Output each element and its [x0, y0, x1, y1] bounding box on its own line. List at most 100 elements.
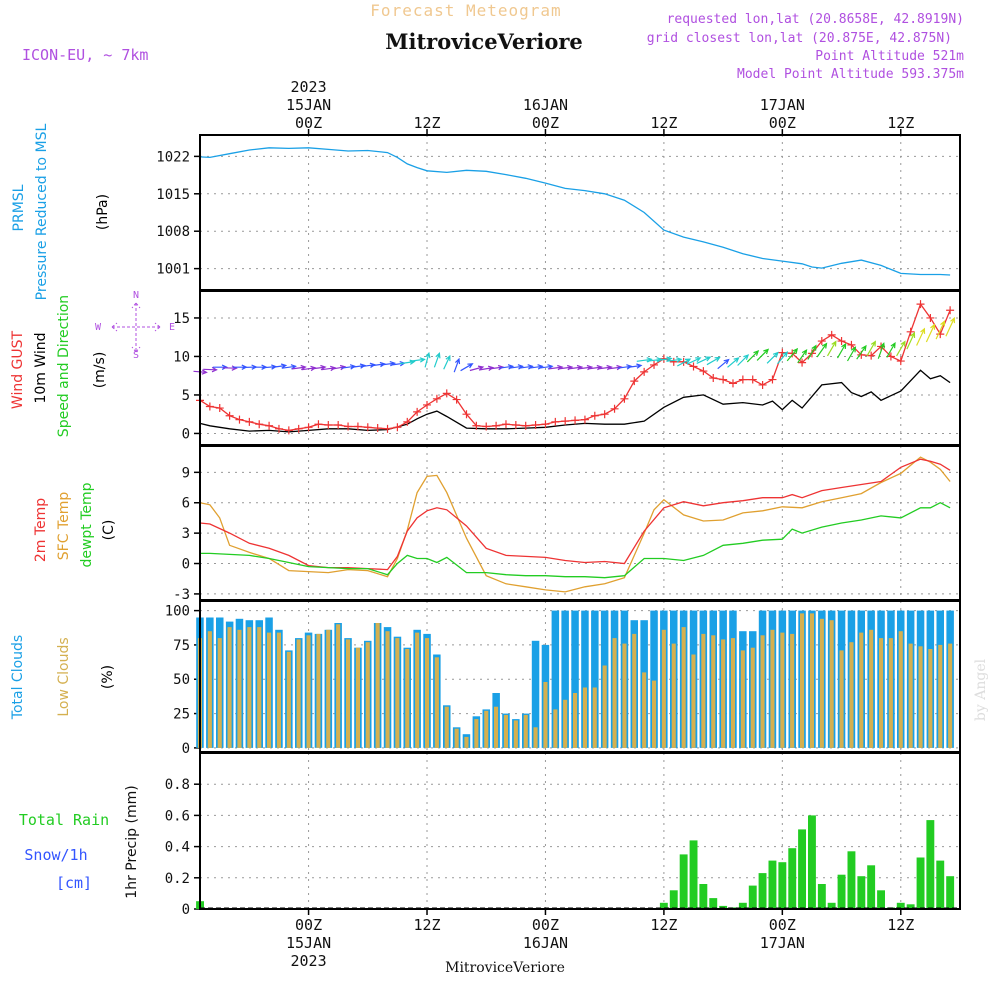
wind-arrow: [203, 366, 218, 373]
wind-arrow: [370, 361, 386, 368]
gust-marker: [699, 367, 708, 376]
requested-coords: requested lon,lat (20.8658E, 42.8919N): [667, 12, 964, 27]
gust-marker: [867, 351, 876, 360]
wind-arrow: [925, 323, 936, 343]
clouds-label-total: Total Clouds: [10, 635, 26, 720]
xtick-label-top: 12Z: [413, 114, 440, 132]
wind-arrow: [291, 364, 307, 371]
wind-arrow: [737, 354, 750, 366]
gust-marker: [916, 300, 925, 309]
wind-arrow: [311, 364, 327, 371]
rain-bar: [896, 902, 905, 909]
low-cloud-bar: [612, 638, 617, 748]
panels-layer: 10221015100810011510509630-310075502500.…: [10, 78, 989, 970]
gust-marker: [946, 306, 955, 315]
gust-marker: [748, 375, 757, 384]
low-cloud-bar: [701, 633, 706, 748]
gust-marker: [837, 337, 846, 346]
temp-label-dewpt: dewpt Temp: [79, 482, 95, 567]
precip-axis-label: 1hr Precip (mm): [124, 785, 140, 898]
low-cloud-bar: [573, 693, 578, 748]
dewpt-temp-line: [200, 501, 951, 579]
gust-marker: [393, 423, 402, 432]
top-title: Forecast Meteogram: [370, 1, 561, 20]
xtick-label-top: 00Z: [532, 114, 559, 132]
gust-marker: [738, 375, 747, 384]
wind-arrow: [538, 364, 554, 370]
wind-arrow: [212, 364, 228, 370]
ytick-label-pressure: 1022: [156, 149, 190, 165]
panel-frame-precip: [199, 752, 961, 910]
rain-bar: [709, 898, 718, 909]
low-cloud-bar: [247, 627, 252, 748]
gust-marker: [383, 424, 392, 433]
xtick-label-top: 2023: [291, 78, 327, 96]
xtick-label-bottom: 12Z: [887, 916, 914, 934]
gust-marker: [324, 420, 333, 429]
wind-arrow: [766, 351, 779, 364]
low-cloud-bar: [415, 632, 420, 748]
low-cloud-bar: [444, 706, 449, 748]
rain-bar: [837, 874, 846, 909]
grid-pressure: [200, 135, 960, 290]
low-cloud-bar: [750, 647, 755, 748]
rain-bar: [679, 854, 688, 909]
low-cloud-bar: [948, 643, 953, 748]
gust-marker: [886, 352, 895, 361]
low-cloud-bar: [286, 651, 291, 748]
wind-arrow: [627, 363, 643, 369]
ytick-label-pressure: 1015: [156, 187, 190, 203]
gust-marker: [728, 379, 737, 388]
low-cloud-bar: [533, 727, 538, 748]
ytick-label-temp: 9: [182, 465, 190, 481]
gust-marker: [571, 416, 580, 425]
panel-frame-clouds: [199, 600, 961, 753]
gust-marker: [235, 415, 244, 424]
compass-n: N: [133, 290, 139, 301]
rain-bar: [758, 873, 767, 909]
rain-bar: [778, 862, 787, 909]
low-cloud-bar: [711, 635, 716, 748]
gust-marker: [403, 417, 412, 426]
wind-arrow: [836, 342, 847, 359]
xtick-label-top: 15JAN: [286, 96, 331, 114]
gust-marker: [669, 357, 678, 366]
xtick-label-bottom: 00Z: [769, 916, 796, 934]
low-cloud-bar: [602, 665, 607, 748]
compass-s: S: [133, 350, 139, 361]
gust-marker: [442, 389, 451, 398]
low-cloud-bar: [681, 627, 686, 748]
low-cloud-bar: [582, 687, 587, 748]
low-cloud-bar: [918, 646, 923, 748]
ytick-label-clouds: 25: [173, 707, 190, 723]
low-cloud-bar: [385, 631, 390, 748]
gust-marker: [896, 357, 905, 366]
ytick-label-precip: 0.8: [165, 777, 190, 793]
low-cloud-bar: [780, 632, 785, 748]
wind-arrow: [856, 344, 867, 360]
wind-arrow: [272, 363, 288, 369]
gust-marker: [215, 404, 224, 413]
low-cloud-bar: [592, 687, 597, 748]
wind-arrow: [906, 331, 916, 350]
compass-w: W: [95, 322, 102, 333]
rain-bar: [946, 876, 955, 909]
clouds-label-unit: (%): [100, 665, 116, 689]
rain-bar: [719, 905, 728, 909]
ytick-label-wind: 15: [173, 311, 190, 327]
low-cloud-bar: [908, 643, 913, 748]
ytick-label-clouds: 50: [173, 672, 190, 688]
gust-marker: [590, 411, 599, 420]
closest-coords: grid closest lon,lat (20.875E, 42.875N): [647, 31, 952, 46]
gust-marker: [531, 420, 540, 429]
low-cloud-bar: [760, 635, 765, 748]
rain-bar: [847, 851, 856, 909]
wind-arrow: [301, 365, 317, 372]
gust-marker: [561, 417, 570, 426]
rain-bar: [857, 876, 866, 909]
gust-marker: [265, 421, 274, 430]
gust-marker: [689, 362, 698, 371]
gust-marker: [768, 375, 777, 384]
gust-marker: [630, 377, 639, 386]
